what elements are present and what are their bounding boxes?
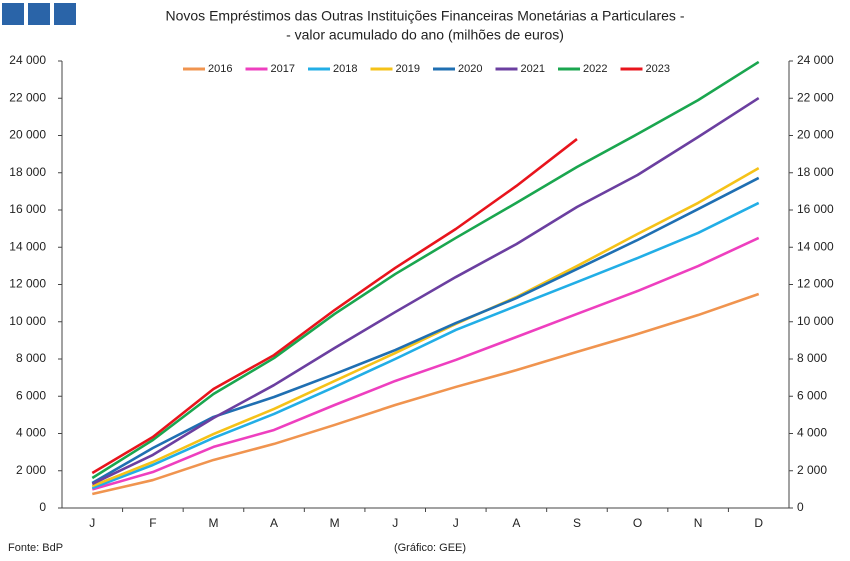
series-line [91, 236, 760, 491]
logo-block [54, 3, 76, 25]
legend-label: 2021 [521, 63, 545, 75]
x-tick-label: M [330, 516, 340, 530]
x-tick-label: M [208, 516, 218, 530]
y-tick-label: 8 000 [16, 351, 46, 365]
x-tick-label: J [89, 516, 95, 530]
series-line [91, 60, 760, 480]
legend-label: 2022 [583, 63, 607, 75]
chart-subtitle: - valor acumulado do ano (milhões de eur… [286, 27, 564, 43]
y-tick-label: 16 000 [9, 202, 46, 216]
source: Fonte: BdP [8, 542, 63, 554]
series-line [91, 201, 760, 490]
y-tick-label: 0 [39, 500, 46, 514]
x-tick-label: J [453, 516, 459, 530]
y2-tick-label: 8 000 [797, 351, 827, 365]
legend-label: 2020 [458, 63, 482, 75]
legend-label: 2023 [646, 63, 670, 75]
y2-tick-label: 10 000 [797, 314, 834, 328]
y2-tick-label: 20 000 [797, 128, 834, 142]
x-tick-label: A [512, 516, 520, 530]
y2-tick-label: 0 [797, 500, 804, 514]
x-tick-label: D [754, 516, 763, 530]
y2-tick-label: 6 000 [797, 388, 827, 402]
chart-title: Novos Empréstimos das Outras Instituiçõe… [166, 8, 685, 24]
series-line [91, 292, 760, 496]
y2-tick-label: 24 000 [797, 53, 834, 67]
x-tick-label: J [392, 516, 398, 530]
y2-tick-label: 2 000 [797, 463, 827, 477]
y-tick-label: 18 000 [9, 165, 46, 179]
y2-tick-label: 4 000 [797, 426, 827, 440]
x-tick-label: N [694, 516, 703, 530]
y2-tick-label: 14 000 [797, 239, 834, 253]
series-line [91, 166, 760, 488]
y-tick-label: 14 000 [9, 239, 46, 253]
x-tick-label: F [149, 516, 156, 530]
series-line [91, 176, 760, 485]
y-tick-label: 20 000 [9, 128, 46, 142]
y2-tick-label: 12 000 [797, 277, 834, 291]
y-tick-label: 12 000 [9, 277, 46, 291]
x-tick-label: O [633, 516, 642, 530]
legend-label: 2016 [208, 63, 232, 75]
logo-block [2, 3, 24, 25]
y-tick-label: 24 000 [9, 53, 46, 67]
y-tick-label: 4 000 [16, 426, 46, 440]
y-tick-label: 10 000 [9, 314, 46, 328]
y2-tick-label: 18 000 [797, 165, 834, 179]
y-tick-label: 22 000 [9, 90, 46, 104]
legend-label: 2018 [333, 63, 357, 75]
series-line [91, 138, 578, 475]
series-line [91, 96, 760, 486]
y-tick-label: 2 000 [16, 463, 46, 477]
x-tick-label: S [573, 516, 581, 530]
credit: (Gráfico: GEE) [394, 542, 466, 554]
logo-block [28, 3, 50, 25]
legend-label: 2019 [396, 63, 420, 75]
y2-tick-label: 22 000 [797, 90, 834, 104]
x-tick-label: A [270, 516, 278, 530]
y-tick-label: 6 000 [16, 388, 46, 402]
y2-tick-label: 16 000 [797, 202, 834, 216]
legend-label: 2017 [271, 63, 295, 75]
